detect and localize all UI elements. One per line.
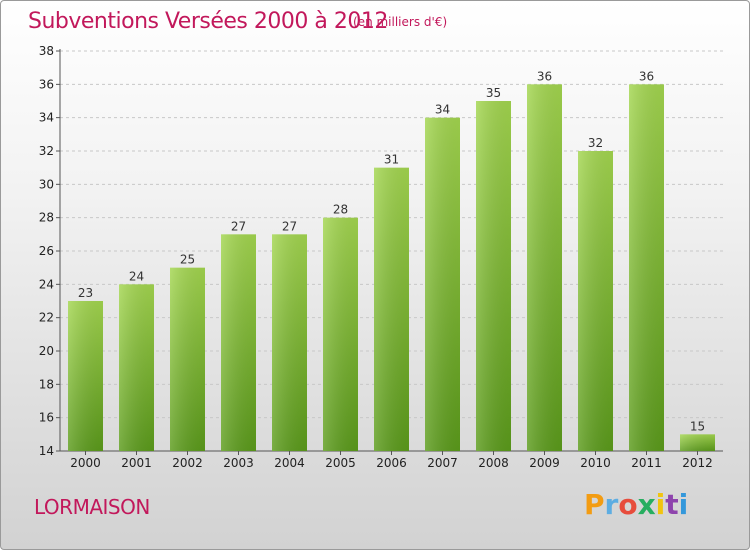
x-tick-label: 2011 — [631, 456, 662, 470]
x-tick-label: 2000 — [70, 456, 101, 470]
y-tick-label: 26 — [39, 244, 54, 258]
data-label-2005: 28 — [333, 203, 348, 217]
bar-shade-2003 — [221, 234, 256, 451]
data-label-2000: 23 — [78, 286, 93, 300]
proxiti-logo: Proxiti — [584, 488, 688, 521]
y-tick-label: 22 — [39, 311, 54, 325]
logo-letter: r — [604, 488, 619, 521]
chart-title: Subventions Versées 2000 à 2012 — [28, 9, 388, 34]
data-label-2010: 32 — [588, 136, 603, 150]
bar-shade-2012 — [680, 434, 715, 451]
commune-name: LORMAISON — [34, 495, 150, 519]
y-tick-label: 38 — [39, 44, 54, 58]
data-label-2011: 36 — [639, 69, 654, 83]
logo-letter: o — [618, 488, 638, 521]
data-labels: 23 24 25 27 27 28 31 34 35 36 32 36 15 — [78, 69, 705, 433]
y-tick-label: 24 — [39, 277, 54, 291]
bars — [68, 84, 715, 452]
y-tick-label: 18 — [39, 377, 54, 391]
x-tick-label: 2003 — [223, 456, 254, 470]
logo-letter: P — [584, 488, 605, 521]
bar-shade-2002 — [170, 267, 205, 451]
x-tick-label: 2010 — [580, 456, 611, 470]
logo-letter: i — [678, 488, 689, 521]
data-label-2012: 15 — [690, 419, 705, 433]
bar-shade-2006 — [374, 167, 409, 451]
y-tick-label: 16 — [39, 411, 54, 425]
data-label-2001: 24 — [129, 269, 144, 283]
bar-shade-2000 — [68, 301, 103, 451]
x-tick-label: 2002 — [172, 456, 203, 470]
bar-shade-2004 — [272, 234, 307, 451]
logo-letter: x — [637, 488, 656, 521]
x-tick-label: 2009 — [529, 456, 560, 470]
data-label-2008: 35 — [486, 86, 501, 100]
y-tick-label: 32 — [39, 144, 54, 158]
data-label-2006: 31 — [384, 153, 399, 167]
y-tick-label: 28 — [39, 211, 54, 225]
chart-subtitle: (en milliers d'€) — [353, 15, 448, 29]
y-tick-label: 36 — [39, 77, 54, 91]
axes: 14 16 18 20 22 24 26 28 30 32 34 36 38 2000 2001 2002 20… — [39, 44, 723, 470]
x-tick-label: 2008 — [478, 456, 509, 470]
bar-shade-2005 — [323, 217, 358, 451]
data-label-2004: 27 — [282, 219, 297, 233]
y-tick-label: 20 — [39, 344, 54, 358]
x-tick-label: 2001 — [121, 456, 152, 470]
data-label-2007: 34 — [435, 103, 450, 117]
bar-shade-2007 — [425, 117, 460, 452]
y-tick-label: 14 — [39, 444, 54, 458]
x-tick-label: 2007 — [427, 456, 458, 470]
x-tick-label: 2005 — [325, 456, 356, 470]
bar-shade-2011 — [629, 84, 664, 451]
x-tick-label: 2006 — [376, 456, 407, 470]
bar-shade-2010 — [578, 151, 613, 451]
y-tick-label: 34 — [39, 111, 54, 125]
y-tick-label: 30 — [39, 177, 54, 191]
bar-shade-2009 — [527, 84, 562, 451]
logo-letter: i — [655, 488, 666, 521]
x-tick-label: 2004 — [274, 456, 305, 470]
data-label-2002: 25 — [180, 253, 195, 267]
x-tick-label: 2012 — [682, 456, 713, 470]
data-label-2003: 27 — [231, 219, 246, 233]
bar-shade-2008 — [476, 101, 511, 451]
logo-letter: t — [665, 488, 679, 521]
bar-shade-2001 — [119, 284, 154, 451]
data-label-2009: 36 — [537, 69, 552, 83]
